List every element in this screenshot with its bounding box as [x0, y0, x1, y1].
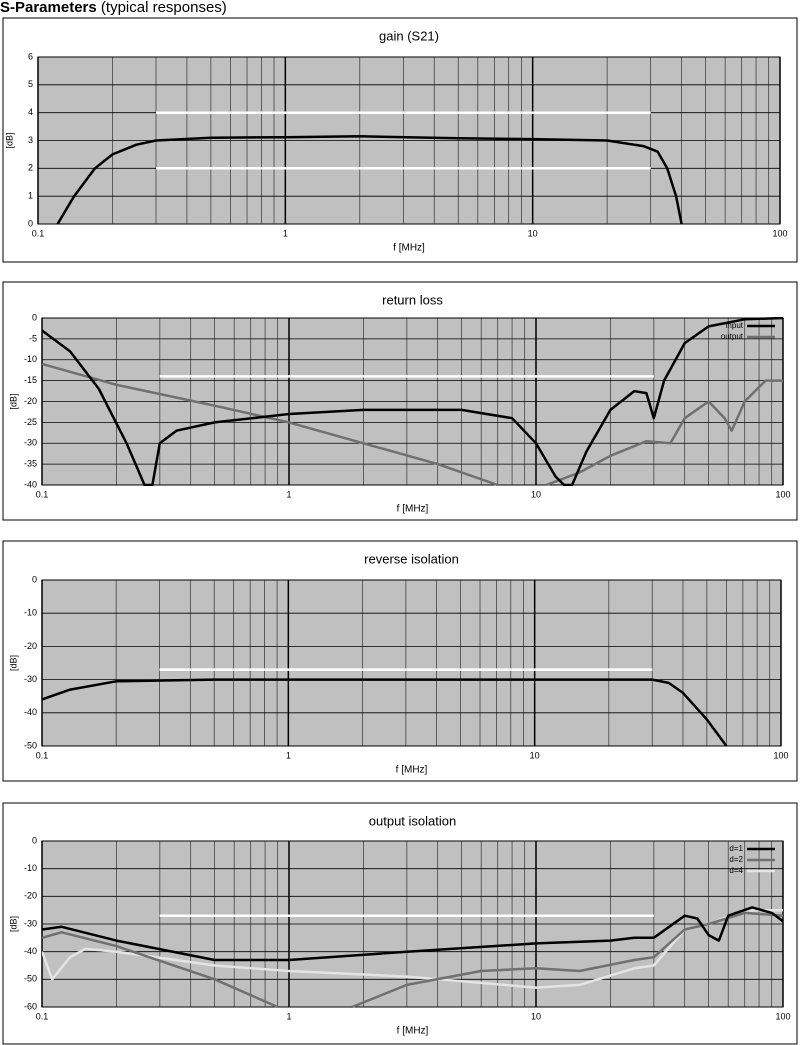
y-axis-label: [dB]: [4, 132, 14, 148]
legend-label: d=1: [729, 844, 743, 853]
heading-bold: S-Parameters: [0, 0, 97, 16]
y-tick-label: -50: [24, 974, 37, 984]
y-axis-label: [dB]: [8, 655, 18, 671]
y-tick-label: -40: [24, 946, 37, 956]
chart-title: reverse isolation: [364, 551, 459, 566]
y-axis-label: [dB]: [8, 916, 18, 932]
y-tick-label: -30: [24, 674, 37, 684]
y-tick-label: -20: [24, 891, 37, 901]
series-line: [42, 678, 728, 747]
plot-area: [41, 579, 782, 747]
x-tick-label: 1: [283, 228, 288, 238]
x-tick-label: 0.1: [36, 1011, 49, 1021]
series-line: [42, 911, 783, 1008]
x-tick-label: 100: [772, 228, 787, 238]
y-tick-label: -10: [24, 354, 37, 364]
x-axis-label: f [MHz]: [396, 765, 428, 776]
x-tick-label: 1: [286, 489, 291, 499]
x-tick-label: 10: [531, 489, 541, 499]
y-tick-label: -40: [24, 479, 37, 489]
y-tick-label: -40: [24, 707, 37, 717]
y-tick-label: -30: [24, 918, 37, 928]
y-tick-label: 2: [28, 163, 33, 173]
y-tick-label: 0: [28, 218, 33, 228]
y-tick-label: 1: [28, 191, 33, 201]
x-tick-label: 1: [286, 1011, 291, 1021]
series-line: [42, 906, 783, 962]
chart-title: gain (S21): [379, 28, 439, 43]
x-tick-label: 0.1: [36, 750, 49, 760]
heading-rest: (typical responses): [101, 0, 227, 16]
series-line: [42, 317, 783, 486]
y-tick-label: 0: [32, 835, 37, 845]
x-axis-label: f [MHz]: [393, 243, 425, 254]
y-tick-label: 3: [28, 135, 33, 145]
x-tick-label: 10: [531, 1011, 541, 1021]
legend-label: output: [721, 332, 744, 341]
x-tick-label: 10: [528, 228, 538, 238]
chart-title: return loss: [382, 292, 443, 307]
legend-label: d=2: [729, 855, 743, 864]
series-line: [42, 362, 783, 486]
legend-label: input: [726, 321, 744, 330]
y-tick-label: -60: [24, 1001, 37, 1011]
x-axis-label: f [MHz]: [397, 504, 429, 515]
y-tick-label: -5: [29, 333, 37, 343]
y-tick-label: 0: [32, 312, 37, 322]
x-tick-label: 100: [775, 1011, 790, 1021]
y-axis-label: [dB]: [8, 393, 18, 409]
series-line: [56, 135, 683, 225]
x-tick-label: 10: [530, 750, 540, 760]
chart-title: output isolation: [369, 813, 456, 828]
x-axis-label: f [MHz]: [397, 1026, 429, 1037]
y-tick-label: -20: [24, 396, 37, 406]
y-tick-label: 6: [28, 51, 33, 61]
y-tick-label: 0: [32, 574, 37, 584]
y-tick-label: 4: [28, 107, 33, 117]
y-tick-label: -30: [24, 438, 37, 448]
y-tick-label: -10: [24, 608, 37, 618]
x-tick-label: 100: [775, 489, 790, 499]
legend-label: d=4: [729, 866, 743, 875]
page-heading: S-Parameters (typical responses): [0, 0, 227, 16]
x-tick-label: 1: [286, 750, 291, 760]
x-tick-label: 0.1: [36, 489, 49, 499]
x-tick-label: 0.1: [32, 228, 45, 238]
y-tick-label: -25: [24, 417, 37, 427]
y-tick-label: -35: [24, 459, 37, 469]
y-tick-label: -10: [24, 863, 37, 873]
y-tick-label: -15: [24, 375, 37, 385]
y-tick-label: -20: [24, 641, 37, 651]
y-tick-label: 5: [28, 79, 33, 89]
x-tick-label: 100: [773, 750, 788, 760]
y-tick-label: -50: [24, 740, 37, 750]
